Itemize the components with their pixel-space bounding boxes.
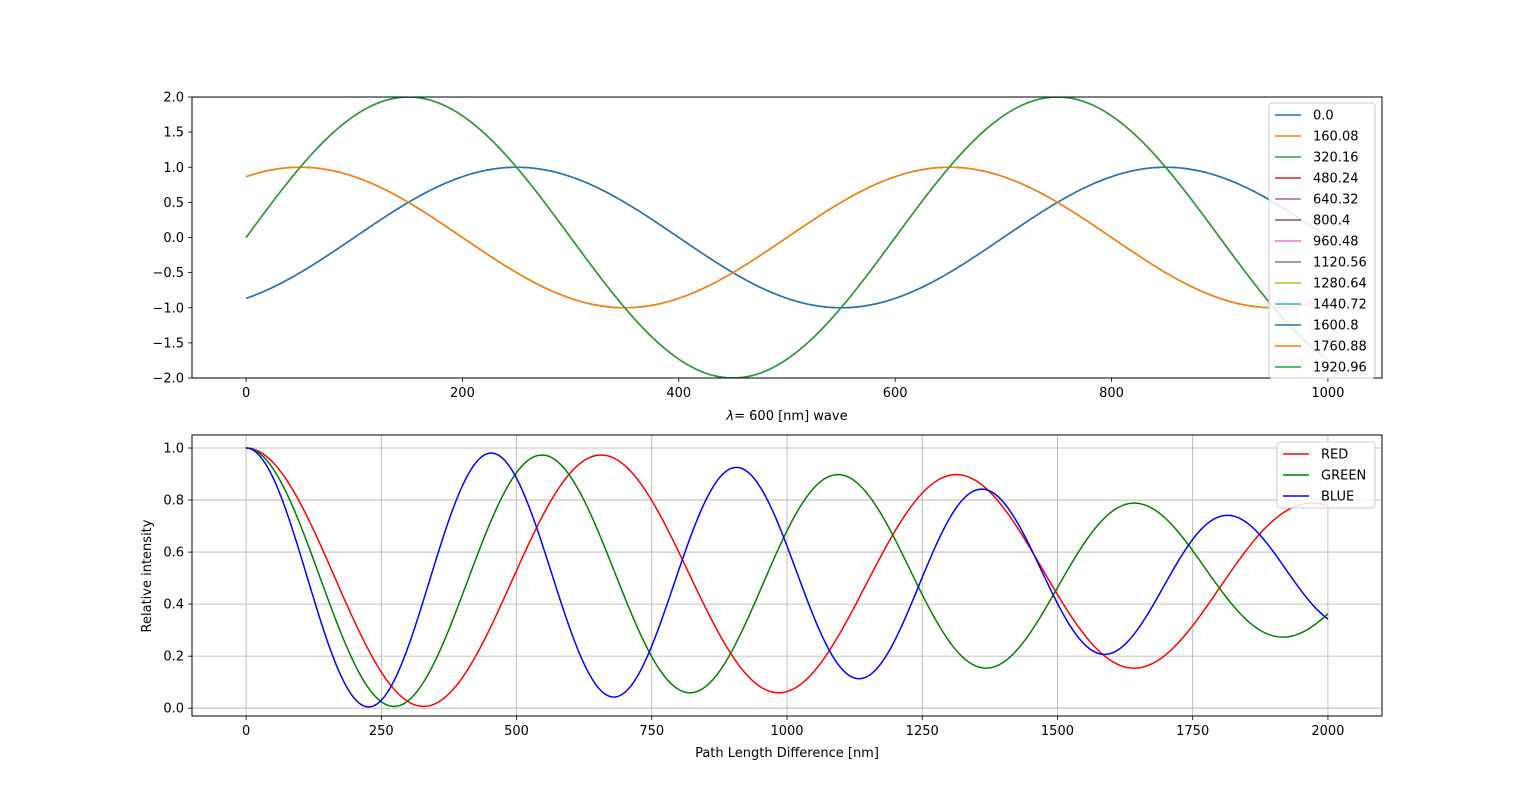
- wave-x-tick-label: 0: [242, 386, 250, 401]
- wave-legend-label: 320.16: [1313, 151, 1359, 166]
- wave-legend-label: 160.08: [1313, 130, 1359, 145]
- wave-legend: 0.0 160.08 320.16 480.24 640.32 800.4 960.48 11…: [1268, 102, 1376, 379]
- intensity-x-tick-label: 1750: [1176, 724, 1209, 739]
- intensity-legend-label: BLUE: [1321, 490, 1354, 505]
- wave-series-line: [245, 166, 1329, 309]
- wave-legend-box: [1268, 102, 1376, 379]
- intensity-legend: RED GREEN BLUE: [1276, 441, 1376, 509]
- intensity-x-tick-label: 2000: [1311, 724, 1344, 739]
- intensity-y-ticks: 1.0 0.8 0.6 0.4 0.2 0.0: [163, 442, 192, 717]
- wave-y-tick-label: 0.0: [163, 231, 184, 246]
- intensity-series-line: [246, 447, 1329, 708]
- wave-legend-label: 480.24: [1313, 172, 1359, 187]
- wave-legend-label: 960.48: [1313, 235, 1359, 250]
- intensity-series-line: [246, 447, 1329, 708]
- wave-y-tick-label: −1.5: [152, 336, 184, 351]
- intensity-series-line: [246, 447, 1329, 708]
- intensity-x-tick-label: 1500: [1041, 724, 1074, 739]
- wave-chart: 0 200 400 600 800 1000 2.0 1.5 1.0 0.5 0.0 −0.5 −1.…: [152, 91, 1383, 424]
- intensity-legend-label: GREEN: [1321, 469, 1366, 484]
- wave-y-tick-label: 1.0: [163, 161, 184, 176]
- intensity-x-tick-label: 250: [369, 724, 394, 739]
- wave-legend-label: 1280.64: [1313, 277, 1367, 292]
- intensity-x-tick-label: 750: [639, 724, 664, 739]
- intensity-y-tick-label: 1.0: [163, 442, 184, 457]
- intensity-chart: 0 250 500 750 1000 1250 1500 1750 2000 1.0 0.8 0.6…: [140, 434, 1383, 761]
- intensity-y-tick-label: 0.0: [163, 702, 184, 717]
- wave-x-tick-label: 600: [883, 386, 908, 401]
- wave-y-ticks: 2.0 1.5 1.0 0.5 0.0 −0.5 −1.0 −1.5 −2.0: [152, 91, 192, 387]
- wave-x-label-text: = 600 [nm] wave: [734, 409, 847, 424]
- wave-legend-label: 1600.8: [1313, 319, 1359, 334]
- wave-y-tick-label: −1.0: [152, 301, 184, 316]
- wave-series-line: [245, 97, 1329, 378]
- intensity-legend-label: RED: [1321, 448, 1348, 463]
- wave-x-tick-label: 800: [1099, 386, 1124, 401]
- wave-legend-label: 0.0: [1313, 109, 1334, 124]
- intensity-y-tick-label: 0.4: [163, 598, 184, 613]
- wave-legend-label: 1920.96: [1313, 361, 1367, 376]
- intensity-x-ticks: 0 250 500 750 1000 1250 1500 1750 2000: [242, 716, 1344, 739]
- intensity-x-tick-label: 500: [504, 724, 529, 739]
- wave-legend-label: 800.4: [1313, 214, 1350, 229]
- wave-legend-label: 640.32: [1313, 193, 1359, 208]
- wave-x-label-symbol: λ: [725, 409, 734, 424]
- wave-y-tick-label: 0.5: [163, 196, 184, 211]
- intensity-y-tick-label: 0.6: [163, 546, 184, 561]
- wave-x-tick-label: 200: [450, 386, 475, 401]
- wave-y-tick-label: 2.0: [163, 91, 184, 106]
- intensity-y-tick-label: 0.8: [163, 494, 184, 509]
- wave-legend-label: 1760.88: [1313, 340, 1367, 355]
- intensity-x-axis-label: Path Length Difference [nm]: [695, 746, 879, 761]
- wave-x-tick-label: 400: [666, 386, 691, 401]
- wave-series-line: [245, 166, 1329, 309]
- intensity-legend-box: [1276, 441, 1376, 509]
- wave-series-group: [245, 97, 1329, 378]
- intensity-x-tick-label: 1000: [770, 724, 803, 739]
- intensity-y-axis-label: Relative intensity: [140, 519, 155, 632]
- wave-x-axis-label: λ= 600 [nm] wave: [725, 409, 847, 424]
- intensity-y-tick-label: 0.2: [163, 650, 184, 665]
- wave-x-tick-label: 1000: [1311, 386, 1344, 401]
- wave-y-tick-label: 1.5: [163, 126, 184, 141]
- intensity-x-tick-label: 1250: [906, 724, 939, 739]
- wave-legend-label: 1440.72: [1313, 298, 1367, 313]
- wave-y-tick-label: −2.0: [152, 372, 184, 387]
- wave-x-ticks: 0 200 400 600 800 1000: [242, 378, 1344, 401]
- wave-y-tick-label: −0.5: [152, 266, 184, 281]
- wave-legend-label: 1120.56: [1313, 256, 1367, 271]
- intensity-x-tick-label: 0: [242, 724, 250, 739]
- intensity-series-group: [246, 447, 1329, 708]
